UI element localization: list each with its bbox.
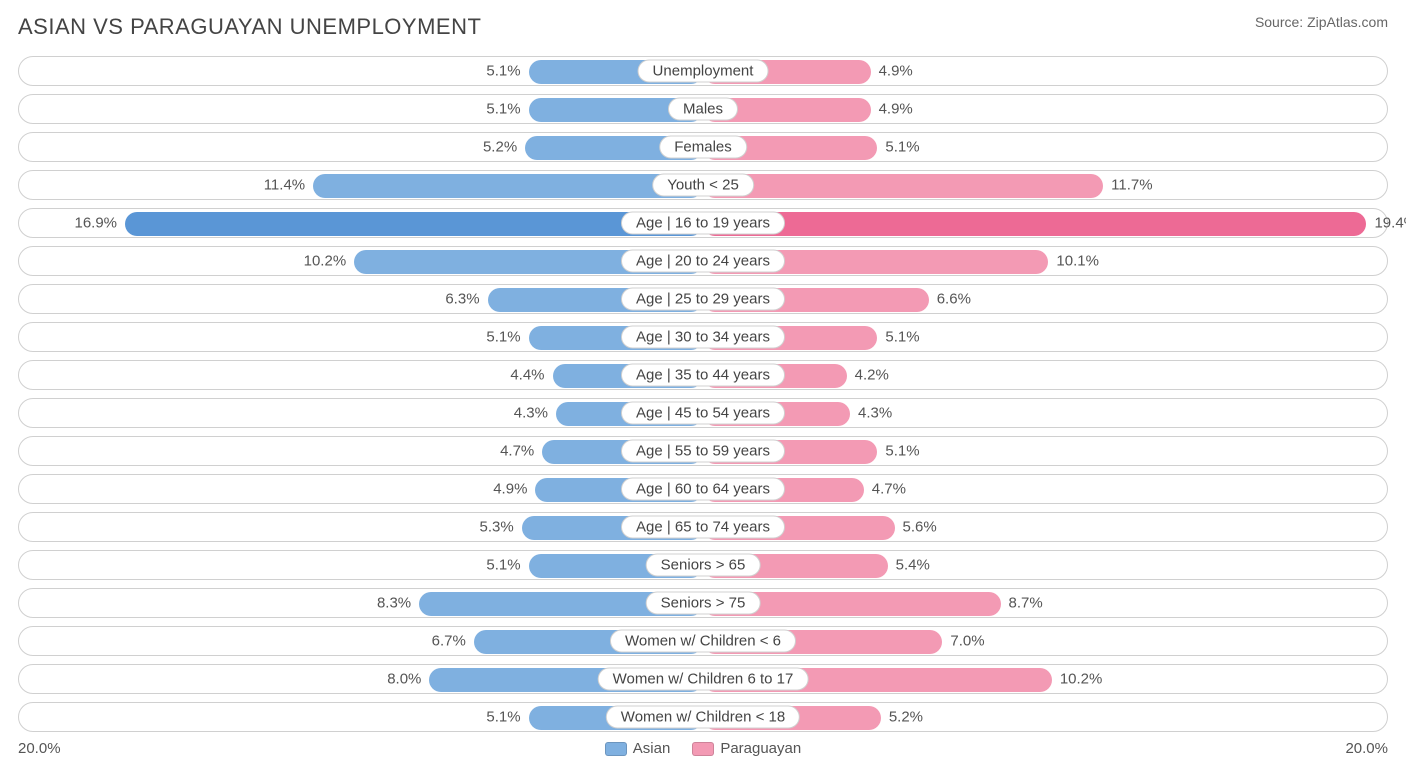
category-label: Age | 25 to 29 years [621,288,785,311]
axis-max-left: 20.0% [18,740,61,757]
chart-row: 5.1% 5.2% Women w/ Children < 18 [18,702,1388,732]
value-asian: 5.1% [486,101,520,118]
value-paraguayan: 10.1% [1056,253,1099,270]
chart-row: 5.1% 4.9% Unemployment [18,56,1388,86]
chart-row: 5.1% 5.4% Seniors > 65 [18,550,1388,580]
legend-swatch-paraguayan [692,742,714,756]
chart-row: 4.4% 4.2% Age | 35 to 44 years [18,360,1388,390]
category-label: Age | 60 to 64 years [621,478,785,501]
legend-item-asian: Asian [605,740,671,757]
value-paraguayan: 6.6% [937,291,971,308]
chart-row: 16.9%19.4%Age | 16 to 19 years [18,208,1388,238]
source-attribution: Source: ZipAtlas.com [1255,14,1388,30]
chart-row: 6.7% 7.0% Women w/ Children < 6 [18,626,1388,656]
value-paraguayan: 5.2% [889,709,923,726]
chart-title: ASIAN VS PARAGUAYAN UNEMPLOYMENT [18,14,481,40]
bar-asian [313,174,703,198]
category-label: Age | 45 to 54 years [621,402,785,425]
chart-footer: 20.0% Asian Paraguayan 20.0% [18,740,1388,757]
legend-item-paraguayan: Paraguayan [692,740,801,757]
value-paraguayan: 5.6% [903,519,937,536]
axis-max-right: 20.0% [1345,740,1388,757]
value-asian: 16.9% [74,215,117,232]
value-paraguayan: 5.1% [885,139,919,156]
value-paraguayan: 4.9% [879,63,913,80]
value-asian: 11.4% [264,177,305,194]
chart-row: 10.2% 10.1% Age | 20 to 24 years [18,246,1388,276]
value-asian: 8.0% [387,671,421,688]
chart-row: 4.9% 4.7% Age | 60 to 64 years [18,474,1388,504]
category-label: Age | 16 to 19 years [621,212,785,235]
chart-row: 5.1% 5.1% Age | 30 to 34 years [18,322,1388,352]
category-label: Unemployment [638,60,769,83]
category-label: Seniors > 65 [646,554,761,577]
category-label: Age | 30 to 34 years [621,326,785,349]
value-paraguayan: 5.1% [885,329,919,346]
value-asian: 5.1% [486,557,520,574]
legend-label-paraguayan: Paraguayan [720,740,801,757]
chart-row: 6.3% 6.6% Age | 25 to 29 years [18,284,1388,314]
bar-paraguayan [703,212,1366,236]
value-paraguayan: 4.7% [872,481,906,498]
category-label: Seniors > 75 [646,592,761,615]
header: ASIAN VS PARAGUAYAN UNEMPLOYMENT Source:… [18,14,1388,40]
category-label: Youth < 25 [652,174,754,197]
category-label: Age | 20 to 24 years [621,250,785,273]
legend-label-asian: Asian [633,740,671,757]
value-paraguayan: 4.2% [855,367,889,384]
legend-swatch-asian [605,742,627,756]
chart-row: 8.0% 10.2% Women w/ Children 6 to 17 [18,664,1388,694]
value-asian: 6.3% [445,291,479,308]
chart-row: 11.4% 11.7% Youth < 25 [18,170,1388,200]
value-asian: 5.1% [486,329,520,346]
category-label: Age | 65 to 74 years [621,516,785,539]
value-asian: 8.3% [377,595,411,612]
value-asian: 6.7% [432,633,466,650]
chart-row: 5.1% 4.9% Males [18,94,1388,124]
value-paraguayan: 5.4% [896,557,930,574]
value-paraguayan: 7.0% [950,633,984,650]
chart-row: 8.3% 8.7% Seniors > 75 [18,588,1388,618]
value-paraguayan: 8.7% [1009,595,1043,612]
category-label: Females [659,136,747,159]
chart-row: 4.3% 4.3% Age | 45 to 54 years [18,398,1388,428]
bar-asian [125,212,703,236]
category-label: Age | 35 to 44 years [621,364,785,387]
value-asian: 5.2% [483,139,517,156]
value-asian: 4.4% [510,367,544,384]
chart-row: 4.7% 5.1% Age | 55 to 59 years [18,436,1388,466]
bar-paraguayan [703,174,1103,198]
value-asian: 5.1% [486,709,520,726]
category-label: Age | 55 to 59 years [621,440,785,463]
value-paraguayan: 5.1% [885,443,919,460]
chart-row: 5.3% 5.6% Age | 65 to 74 years [18,512,1388,542]
value-paraguayan: 4.9% [879,101,913,118]
value-asian: 10.2% [304,253,347,270]
legend: Asian Paraguayan [605,740,801,757]
chart-row: 5.2% 5.1% Females [18,132,1388,162]
category-label: Women w/ Children < 18 [606,706,800,729]
category-label: Women w/ Children < 6 [610,630,796,653]
category-label: Males [668,98,738,121]
value-asian: 4.9% [493,481,527,498]
value-paraguayan: 19.4% [1374,215,1406,232]
diverging-bar-chart: 5.1%4.9%Unemployment5.1%4.9%Males5.2%5.1… [18,56,1388,732]
value-asian: 5.3% [480,519,514,536]
value-paraguayan: 4.3% [858,405,892,422]
value-asian: 4.3% [514,405,548,422]
value-asian: 5.1% [486,63,520,80]
category-label: Women w/ Children 6 to 17 [598,668,809,691]
value-paraguayan: 10.2% [1060,671,1103,688]
value-paraguayan: 11.7% [1111,177,1152,194]
value-asian: 4.7% [500,443,534,460]
